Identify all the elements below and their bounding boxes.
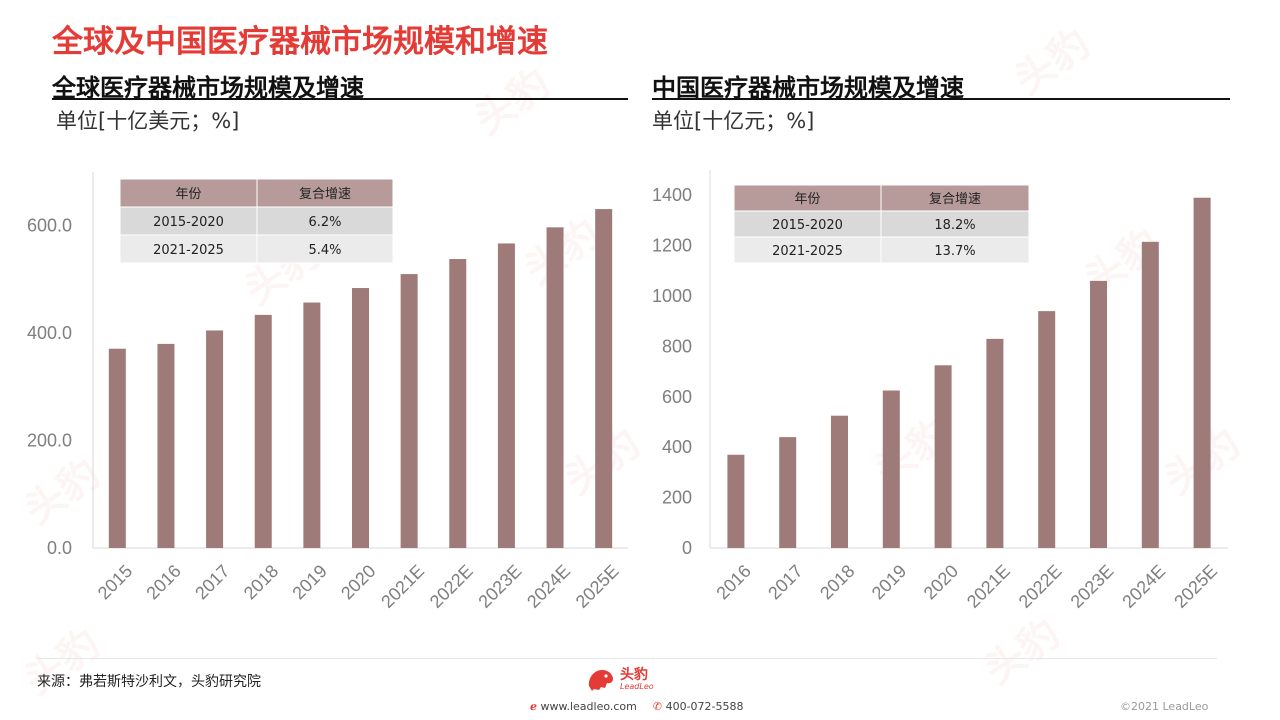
phone-text: 400-072-5588 (665, 700, 744, 713)
x-tick-label: 2024E (523, 561, 574, 612)
x-tick-label: 2016 (712, 561, 754, 603)
y-tick-label: 1000 (652, 286, 692, 306)
table-cell-text: 18.2% (934, 218, 975, 233)
y-tick-label: 800 (662, 336, 692, 356)
table-cell (733, 210, 882, 238)
table-cell-text: 2015-2020 (772, 218, 843, 233)
y-tick-label: 400 (662, 437, 692, 457)
x-tick-label: 2016 (143, 561, 185, 603)
table-cell-text: 2021-2025 (772, 244, 843, 259)
x-tick-label: 2025E (1170, 561, 1221, 612)
x-tick-label: 2017 (764, 561, 806, 603)
x-tick-label: 2025E (572, 561, 623, 612)
x-tick-label: 2023E (474, 561, 525, 612)
contact-bar: ℯ www.leadleo.com ✆ 400-072-5588 (530, 700, 744, 713)
bar (108, 348, 126, 548)
x-tick-label: 2019 (868, 561, 910, 603)
x-tick-label: 2021E (963, 561, 1014, 612)
table-header-cell (880, 184, 1030, 212)
y-tick-label: 1200 (652, 236, 692, 256)
bar (986, 338, 1004, 548)
y-tick-label: 400.0 (27, 323, 72, 343)
x-tick-label: 2024E (1118, 561, 1169, 612)
table-header-text: 复合增速 (299, 187, 351, 202)
bar (1038, 311, 1056, 548)
x-tick-label: 2018 (816, 561, 858, 603)
table-cell-text: 13.7% (934, 244, 975, 259)
table-cell-text: 5.4% (308, 243, 341, 258)
x-tick-label: 2017 (191, 561, 233, 603)
y-tick-label: 600.0 (27, 216, 72, 236)
bar (1193, 197, 1211, 548)
y-tick-label: 200.0 (27, 431, 72, 451)
web-icon: ℯ (530, 700, 537, 713)
bar (934, 365, 952, 548)
x-tick-label: 2023E (1067, 561, 1118, 612)
brand-logo: 头豹 LeadLeo (586, 666, 654, 692)
bar (727, 454, 745, 548)
phone-number: ✆ 400-072-5588 (653, 700, 744, 713)
website-link[interactable]: ℯ www.leadleo.com (530, 700, 637, 713)
chart-title-divider (52, 98, 628, 100)
bar (546, 227, 564, 548)
page-title: 全球及中国医疗器械市场规模和增速 (52, 24, 548, 60)
bar (400, 274, 418, 548)
table-header-cell (733, 184, 882, 212)
leopard-logo-icon (588, 670, 613, 691)
bar (352, 288, 369, 548)
table-cell-text: 2021-2025 (153, 243, 224, 258)
table-header-text: 年份 (794, 192, 820, 207)
x-tick-label: 2022E (426, 561, 477, 612)
chart-unit-china: 单位[十亿元；%] (652, 109, 815, 133)
y-tick-label: 200 (662, 488, 692, 508)
chart-title-global: 全球医疗器械市场规模及增速 (52, 74, 364, 102)
brand-name: 头豹 (620, 666, 648, 683)
bar (595, 209, 613, 548)
x-tick-label: 2020 (337, 561, 379, 603)
x-tick-label: 2021E (377, 561, 428, 612)
table-cell (880, 210, 1030, 238)
source-note: 来源：弗若斯特沙利文，头豹研究院 (37, 674, 261, 690)
bar (254, 314, 272, 548)
x-tick-label: 2018 (240, 561, 282, 603)
phone-icon: ✆ (652, 700, 663, 713)
table-cell (256, 234, 394, 264)
bar (882, 390, 900, 548)
x-tick-label: 2019 (288, 561, 330, 603)
table-cell (256, 206, 394, 236)
copyright: ©2021 LeadLeo (1120, 700, 1209, 713)
table-cell-text: 6.2% (308, 215, 341, 230)
y-tick-label: 0 (682, 538, 692, 558)
y-tick-label: 600 (662, 387, 692, 407)
bar (206, 330, 224, 548)
chart-unit-global: 单位[十亿美元；%] (56, 109, 240, 133)
x-tick-label: 2022E (1015, 561, 1066, 612)
bar (1141, 241, 1159, 548)
x-tick-label: 2015 (94, 561, 136, 603)
table-cell-text: 2015-2020 (153, 215, 224, 230)
bar (303, 302, 321, 548)
table-header-text: 复合增速 (929, 192, 981, 207)
chart-title-china: 中国医疗器械市场规模及增速 (652, 74, 964, 102)
y-tick-label: 1400 (652, 185, 692, 205)
y-tick-label: 0.0 (47, 538, 72, 558)
bar (1090, 280, 1107, 548)
bar (497, 243, 515, 548)
chart-title-divider (652, 98, 1230, 100)
table-cell (733, 236, 882, 264)
table-header-text: 年份 (175, 187, 201, 202)
table-cell (880, 236, 1030, 264)
footer-divider (37, 658, 1217, 659)
website-text: www.leadleo.com (540, 700, 637, 713)
bar (157, 343, 175, 548)
bar (449, 259, 467, 548)
bar (831, 415, 848, 548)
brand-sub: LeadLeo (620, 681, 654, 691)
bar (779, 437, 797, 548)
table-cell (119, 234, 258, 264)
x-tick-label: 2020 (920, 561, 962, 603)
